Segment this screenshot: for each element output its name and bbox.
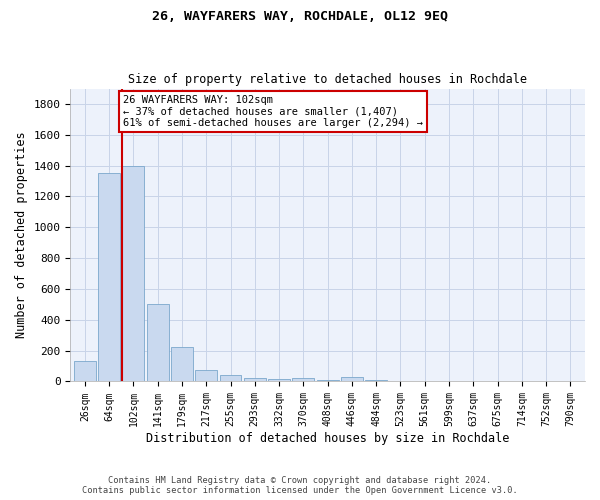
X-axis label: Distribution of detached houses by size in Rochdale: Distribution of detached houses by size … [146, 432, 509, 445]
Title: Size of property relative to detached houses in Rochdale: Size of property relative to detached ho… [128, 73, 527, 86]
Bar [292, 378, 314, 382]
Bar [171, 347, 193, 382]
Bar [220, 376, 241, 382]
Text: 26, WAYFARERS WAY, ROCHDALE, OL12 9EQ: 26, WAYFARERS WAY, ROCHDALE, OL12 9EQ [152, 10, 448, 23]
Bar [244, 378, 266, 382]
Bar [122, 166, 145, 382]
Bar [98, 174, 120, 382]
Bar [268, 379, 290, 382]
Bar [341, 377, 363, 382]
Bar [317, 380, 338, 382]
Text: 26 WAYFARERS WAY: 102sqm
← 37% of detached houses are smaller (1,407)
61% of sem: 26 WAYFARERS WAY: 102sqm ← 37% of detach… [123, 94, 423, 128]
Bar [365, 380, 387, 382]
Text: Contains HM Land Registry data © Crown copyright and database right 2024.
Contai: Contains HM Land Registry data © Crown c… [82, 476, 518, 495]
Bar [74, 362, 96, 382]
Bar [147, 304, 169, 382]
Bar [196, 370, 217, 382]
Y-axis label: Number of detached properties: Number of detached properties [15, 132, 28, 338]
